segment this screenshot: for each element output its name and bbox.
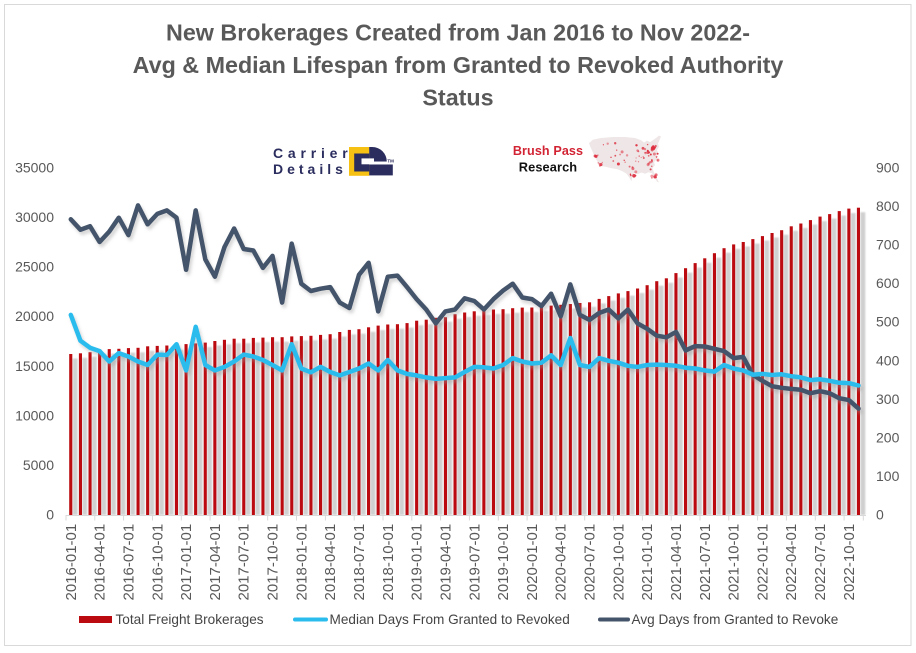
svg-text:2020-01-01: 2020-01-01 [524,524,541,601]
svg-text:2020-10-01: 2020-10-01 [610,524,627,601]
svg-text:2019-07-01: 2019-07-01 [466,524,483,601]
svg-text:0: 0 [46,507,54,523]
svg-text:2022-07-01: 2022-07-01 [812,524,829,601]
svg-text:2019-04-01: 2019-04-01 [437,524,454,601]
svg-text:900: 900 [876,160,900,176]
svg-text:2016-01-01: 2016-01-01 [63,524,80,601]
svg-text:2019-10-01: 2019-10-01 [495,524,512,601]
svg-text:2020-07-01: 2020-07-01 [582,524,599,601]
svg-text:100: 100 [876,468,900,484]
svg-text:2022-04-01: 2022-04-01 [783,524,800,601]
svg-text:500: 500 [876,314,900,330]
svg-text:2017-01-01: 2017-01-01 [178,524,195,601]
svg-text:2018-07-01: 2018-07-01 [351,524,368,601]
svg-text:15000: 15000 [15,358,54,374]
svg-text:20000: 20000 [15,308,54,324]
svg-text:2021-07-01: 2021-07-01 [697,524,714,601]
svg-text:300: 300 [876,391,900,407]
svg-text:800: 800 [876,198,900,214]
svg-text:2021-10-01: 2021-10-01 [726,524,743,601]
svg-text:0: 0 [876,507,884,523]
svg-text:Median Days From Granted to Re: Median Days From Granted to Revoked [330,612,570,627]
svg-text:2018-10-01: 2018-10-01 [380,524,397,601]
svg-text:2021-01-01: 2021-01-01 [639,524,656,601]
svg-text:400: 400 [876,352,900,368]
svg-text:2016-04-01: 2016-04-01 [92,524,109,601]
svg-text:35000: 35000 [15,160,54,176]
svg-text:Research: Research [519,160,578,175]
svg-text:Brush Pass: Brush Pass [513,144,583,158]
svg-text:5000: 5000 [23,457,54,473]
svg-text:Avg Days from Granted to Revok: Avg Days from Granted to Revoke [632,612,839,627]
svg-text:10000: 10000 [15,407,54,423]
svg-text:2016-07-01: 2016-07-01 [120,524,137,601]
svg-text:30000: 30000 [15,209,54,225]
svg-text:Carrier: Carrier [273,145,353,161]
svg-text:2022-01-01: 2022-01-01 [754,524,771,601]
svg-text:2022-10-01: 2022-10-01 [841,524,858,601]
svg-text:2019-01-01: 2019-01-01 [409,524,426,601]
svg-text:2017-07-01: 2017-07-01 [236,524,253,601]
svg-text:2018-01-01: 2018-01-01 [293,524,310,601]
svg-text:Details: Details [273,161,347,177]
svg-text:2017-10-01: 2017-10-01 [265,524,282,601]
svg-text:2021-04-01: 2021-04-01 [668,524,685,601]
svg-text:Avg & Median Lifespan from Gra: Avg & Median Lifespan from Granted to Re… [133,52,784,78]
svg-text:25000: 25000 [15,259,54,275]
svg-text:2016-10-01: 2016-10-01 [149,524,166,601]
svg-text:TM: TM [387,158,394,163]
svg-text:Status: Status [422,85,493,111]
svg-text:2017-04-01: 2017-04-01 [207,524,224,601]
svg-text:New Brokerages Created from Ja: New Brokerages Created from Jan 2016 to … [166,20,750,46]
svg-text:2018-04-01: 2018-04-01 [322,524,339,601]
svg-text:200: 200 [876,429,900,445]
svg-text:700: 700 [876,237,900,253]
svg-text:Total Freight Brokerages: Total Freight Brokerages [116,612,264,627]
svg-text:2020-04-01: 2020-04-01 [553,524,570,601]
svg-text:600: 600 [876,275,900,291]
